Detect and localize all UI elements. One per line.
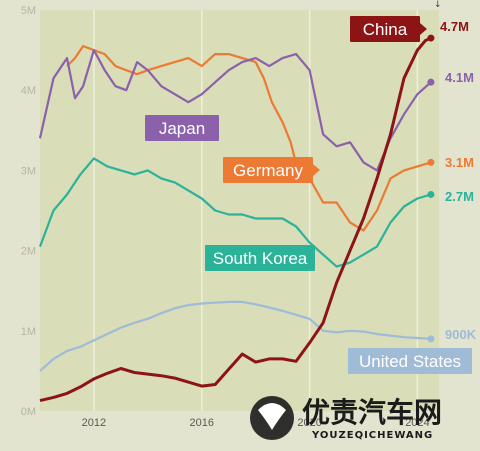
- series-line-united-states: [39, 300, 431, 372]
- end-value-japan: 4.1M: [445, 70, 474, 85]
- y-tick-label: 3M: [21, 165, 36, 177]
- series-end-point: [427, 335, 435, 343]
- end-value-labels: 4.7M 4.1M 3.1M 2.7M 900K: [440, 19, 477, 342]
- x-tick-label: 2020: [297, 417, 321, 429]
- x-tick-label: 2024: [405, 417, 429, 429]
- series-name: China: [363, 20, 408, 39]
- end-value-south-korea: 2.7M: [445, 189, 474, 204]
- series-label-pointer: [420, 23, 427, 35]
- series-label-germany: Germany: [223, 157, 320, 183]
- series-end-point: [427, 34, 435, 42]
- watermark-logo-mark: [258, 403, 286, 430]
- series-end-point: [427, 158, 435, 166]
- series-name: United States: [359, 352, 461, 371]
- x-axis-ticks: 2012 2016 2020 2024: [82, 417, 430, 429]
- end-value-united-states: 900K: [445, 327, 477, 342]
- series-line-south-korea: [38, 157, 432, 268]
- y-tick-label: 5M: [21, 5, 36, 17]
- end-value-germany: 3.1M: [445, 155, 474, 170]
- series-label-japan: Japan: [145, 115, 219, 141]
- series-name: Germany: [233, 161, 303, 180]
- series-line-china: [39, 36, 432, 403]
- y-tick-label: 2M: [21, 246, 36, 258]
- series-label-pointer: [313, 164, 320, 176]
- series-label-south-korea: South Korea: [205, 245, 315, 271]
- series-name: South Korea: [213, 249, 308, 268]
- watermark-subtext: YOUZEQICHEWANG: [311, 430, 433, 441]
- series-line-japan: [38, 48, 432, 172]
- y-tick-label: 0M: [21, 406, 36, 418]
- series-label-united-states: United States: [348, 348, 472, 374]
- series-label-box: [145, 115, 219, 141]
- x-tick-label: 2016: [190, 417, 214, 429]
- series-end-point: [427, 78, 435, 86]
- y-tick-label: 1M: [21, 326, 36, 338]
- series-lines: [38, 34, 435, 403]
- series-label-box: [223, 157, 313, 183]
- watermark-text: 优责汽车网: [302, 396, 442, 429]
- y-tick-label: 4M: [21, 85, 36, 97]
- y-axis-ticks: 0M 1M 2M 3M 4M 5M: [21, 5, 36, 418]
- scroll-arrow-icon: ↓: [434, 0, 442, 10]
- series-label-china: China: [350, 16, 427, 42]
- x-tick-label: 2012: [82, 417, 106, 429]
- series-label-box: [350, 16, 420, 42]
- series-label-box: [348, 348, 472, 374]
- watermark: 优责汽车网 YOUZEQICHEWANG: [250, 396, 442, 441]
- plot-area: [40, 10, 439, 411]
- series-labels: China Japan Germany South Korea United State…: [145, 16, 472, 374]
- series-label-box: [205, 245, 315, 271]
- series-name: Japan: [159, 119, 205, 138]
- end-value-china: 4.7M: [440, 19, 469, 34]
- series-end-point: [427, 190, 435, 198]
